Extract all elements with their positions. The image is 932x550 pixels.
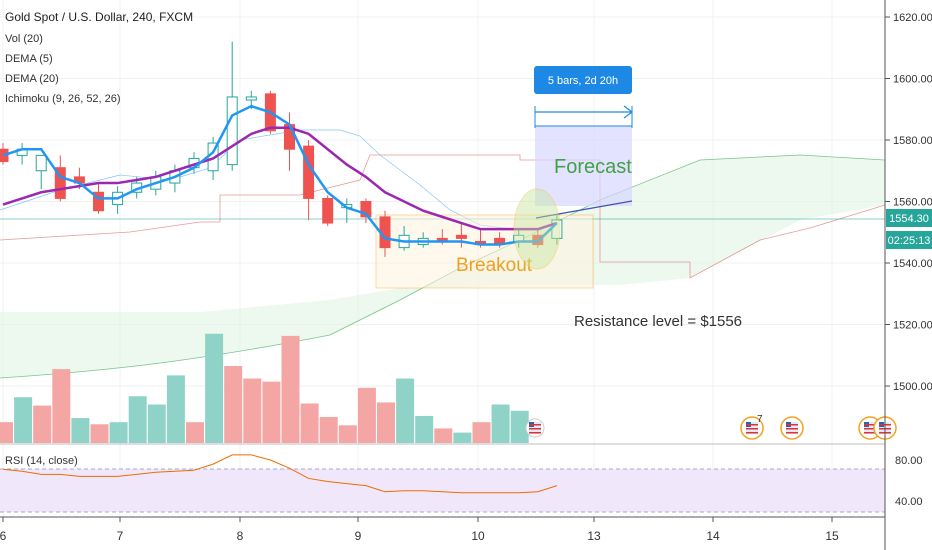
countdown-tag (886, 231, 932, 249)
price-tick-label: 1520.00 (893, 320, 932, 332)
time-tick-label: 14 (706, 529, 720, 543)
time-tick-label: 6 (0, 529, 7, 543)
candle-body (303, 145, 315, 199)
time-axis[interactable]: 6 7 8 9 10 13 14 15 (0, 517, 839, 543)
last-price-value: 1554.30 (889, 213, 929, 225)
time-tick-label: 15 (825, 529, 839, 543)
candle-body (93, 191, 104, 212)
resistance-label: Resistance level = $1556 (574, 313, 742, 330)
volume-bar (319, 417, 338, 443)
indicator-legend-item[interactable]: Ichimoku (9, 26, 52, 26) (5, 93, 121, 105)
rsi-band (0, 469, 885, 512)
volume-bar (453, 432, 472, 443)
volume-bar (14, 397, 33, 443)
volume-bar (147, 404, 166, 443)
symbol-title[interactable]: Gold Spot / U.S. Dollar, 240, FXCM (5, 10, 193, 24)
dema-20-line (2, 126, 558, 231)
price-tick-label: 1540.00 (893, 258, 932, 270)
candle-body (35, 154, 47, 172)
forecast-trend-line (535, 200, 633, 219)
candle-body (360, 201, 372, 218)
volume-bar (0, 422, 13, 443)
candle-body (54, 167, 66, 199)
volume-bar (205, 333, 224, 443)
volume-bar (491, 404, 510, 443)
volume-bar (262, 381, 281, 443)
volume-bar (396, 378, 415, 443)
indicator-legend-item[interactable]: DEMA (5) (5, 53, 53, 65)
rsi-axis: 80.00 40.00 (895, 455, 923, 508)
volume-bar (338, 425, 357, 443)
us-flag-icon[interactable] (780, 416, 804, 440)
dema-5-line (2, 104, 558, 246)
volume-bar (300, 403, 319, 443)
breakout-highlight-ellipse (513, 188, 561, 270)
volume-bar (166, 375, 185, 443)
time-tick-label: 9 (355, 529, 362, 543)
breakout-label: Breakout (456, 255, 533, 276)
time-tick-label: 10 (471, 529, 485, 543)
volume-bar (357, 387, 376, 443)
candle-body (245, 96, 257, 101)
indicator-legend-item[interactable]: Vol (20) (5, 33, 43, 45)
candle-body (322, 197, 334, 224)
us-flag-icon[interactable] (525, 418, 545, 438)
price-tick-label: 1600.00 (893, 74, 932, 86)
measure-tooltip[interactable] (534, 66, 632, 94)
time-tick-label: 8 (237, 529, 244, 543)
time-tick-label: 7 (117, 529, 124, 543)
measure-label: 5 bars, 2d 20h (548, 75, 618, 87)
rsi-tick-label: 40.00 (895, 496, 923, 508)
volume-bar (90, 424, 109, 443)
volume-bar (186, 422, 204, 443)
rsi-line (2, 454, 558, 494)
ichimoku-senkou-b-line (0, 154, 886, 279)
volume-bar (71, 418, 90, 443)
candle-body (455, 234, 467, 239)
price-tick-label: 1620.00 (893, 12, 932, 24)
volume-bar (415, 415, 434, 443)
volume-bar (243, 378, 262, 443)
volume-bar (109, 422, 128, 443)
volume-bar (33, 405, 52, 443)
rsi-title: RSI (14, close) (5, 455, 78, 467)
rsi-tick-label: 80.00 (895, 455, 923, 467)
measure-arrowhead (623, 105, 633, 119)
price-tick-label: 1580.00 (893, 135, 932, 147)
last-price-tag (886, 209, 932, 227)
price-axis[interactable]: 1620.00 1600.00 1580.00 1560.00 1540.00 1520.… (885, 12, 932, 393)
candle-body (226, 96, 238, 166)
price-tick-label: 1560.00 (893, 197, 932, 209)
forecast-box (535, 126, 632, 206)
volume-bar (377, 402, 395, 443)
event-flag-count: 7 (757, 414, 763, 425)
us-flag-icon[interactable]: 7 (740, 414, 764, 440)
ichimoku-cloud (0, 155, 885, 378)
price-tick-label: 1500.00 (893, 381, 932, 393)
time-tick-label: 13 (587, 529, 601, 543)
volume-bar (128, 396, 147, 443)
indicator-legend: Vol (20) DEMA (5) DEMA (20) Ichimoku (9, 26… (5, 33, 121, 105)
volume-bar (472, 422, 491, 443)
volume-bar (224, 366, 243, 443)
volume-bar (281, 335, 300, 443)
volume-bar (52, 369, 71, 443)
countdown-value: 02:25:13 (888, 235, 931, 247)
volume-bar (434, 428, 453, 443)
volume-bar (510, 410, 529, 443)
event-flags[interactable]: 7 (525, 414, 897, 440)
volume-bars (0, 333, 529, 443)
forecast-label: Forecast (554, 156, 632, 178)
indicator-legend-item[interactable]: DEMA (20) (5, 73, 59, 85)
